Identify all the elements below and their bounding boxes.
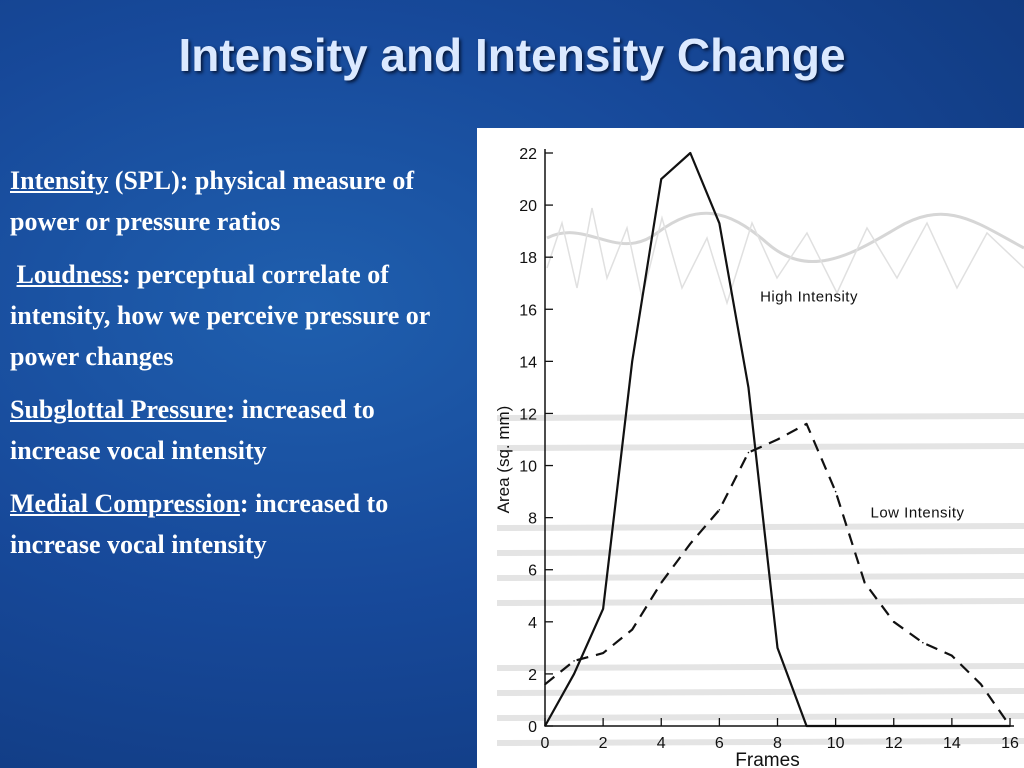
y-tick-label: 12 (519, 406, 537, 423)
slide-title: Intensity and Intensity Change (178, 29, 846, 81)
bullet-term: Loudness (16, 260, 123, 289)
data-point (718, 509, 721, 511)
data-point (951, 725, 953, 727)
chart-labels: 0 2 4 6 8 10 12 14 16 18 20 22 0 2 4 6 8 10 12 14 16 Frames Ar… (494, 146, 1019, 768)
data-point (863, 581, 866, 584)
data-point (980, 683, 982, 686)
data-point (922, 725, 924, 727)
data-point (747, 451, 750, 454)
bullet-text: (SPL): physical measure of power or pres… (10, 166, 414, 236)
area-chart: 0 2 4 6 8 10 12 14 16 18 20 22 0 2 4 6 8 10 12 14 16 Frames Ar… (494, 146, 1024, 768)
data-point (689, 152, 692, 154)
y-tick-label: 0 (528, 719, 537, 736)
y-tick-label: 22 (519, 146, 537, 163)
x-tick-label: 4 (657, 735, 666, 752)
x-tick-label: 8 (773, 735, 782, 752)
chart-axes (544, 149, 1014, 727)
data-point (660, 178, 663, 180)
data-point (892, 725, 895, 727)
y-tick-label: 6 (528, 563, 537, 580)
data-point (1009, 725, 1011, 727)
data-point (718, 222, 721, 225)
bullet-intensity: Intensity (SPL): physical measure of pow… (10, 160, 470, 242)
data-point (602, 652, 604, 654)
y-tick-label: 2 (528, 667, 537, 684)
figure-panel: 0 2 4 6 8 10 12 14 16 18 20 22 0 2 4 6 8 10 12 14 16 Frames Ar… (477, 128, 1024, 768)
bullet-text: : increased to increase vocal intensity (10, 489, 389, 559)
data-point (544, 725, 546, 727)
bullet-term: Subglottal Pressure (10, 395, 227, 424)
x-tick-label: 16 (1001, 735, 1019, 752)
chart-series (544, 151, 1011, 728)
series-label-high-intensity: High Intensity (760, 288, 858, 305)
data-point (805, 725, 808, 727)
data-point (573, 673, 575, 675)
bullet-text: : increased to increase vocal intensity (10, 395, 375, 465)
y-tick-label: 4 (528, 615, 537, 632)
y-axis-label: Area (sq. mm) (494, 406, 513, 514)
data-point (602, 607, 604, 610)
bullet-loudness: Loudness: perceptual correlate of intens… (10, 254, 470, 377)
data-point (689, 542, 692, 545)
x-tick-label: 0 (541, 735, 550, 752)
y-tick-label: 18 (519, 250, 537, 267)
data-point (980, 725, 982, 727)
bullet-medial-compression: Medial Compression: increased to increas… (10, 483, 470, 565)
bullet-text: : perceptual correlate of intensity, how… (10, 260, 430, 371)
data-point (834, 725, 837, 727)
data-point (892, 621, 895, 623)
data-point (544, 683, 546, 686)
x-tick-label: 6 (715, 735, 724, 752)
data-point (834, 490, 837, 493)
y-tick-label: 14 (519, 354, 537, 371)
data-point (631, 628, 633, 631)
series-label-low-intensity: Low Intensity (871, 505, 965, 522)
data-point (776, 647, 779, 649)
data-point (951, 654, 953, 657)
x-tick-label: 14 (943, 735, 961, 752)
data-point (922, 641, 924, 644)
data-point (660, 581, 663, 584)
x-tick-label: 2 (599, 735, 608, 752)
x-tick-label: 12 (885, 735, 903, 752)
bullet-list: Intensity (SPL): physical measure of pow… (10, 160, 470, 577)
y-tick-label: 20 (519, 198, 537, 215)
data-point (776, 438, 779, 441)
y-tick-label: 8 (528, 511, 537, 528)
data-point (573, 660, 575, 662)
data-point (631, 360, 633, 363)
data-point (863, 725, 866, 727)
data-point (805, 423, 808, 425)
x-tick-label: 10 (827, 735, 845, 752)
bullet-term: Medial Compression (10, 489, 240, 518)
y-tick-label: 10 (519, 459, 537, 476)
y-tick-label: 16 (519, 302, 537, 319)
data-point (747, 386, 750, 389)
x-axis-label: Frames (735, 750, 799, 768)
bullet-term: Intensity (10, 166, 109, 195)
bullet-subglottal-pressure: Subglottal Pressure: increased to increa… (10, 389, 470, 471)
